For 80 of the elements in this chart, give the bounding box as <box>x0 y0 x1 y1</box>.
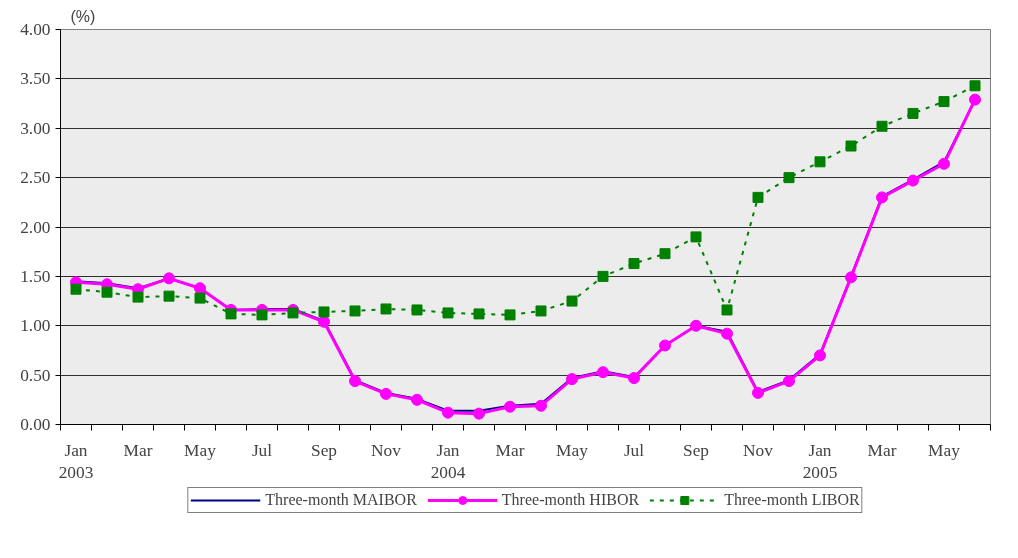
x-tick-label: May <box>556 440 589 460</box>
y-tick-label: 3.50 <box>20 69 51 89</box>
point <box>504 400 516 413</box>
point <box>473 407 485 420</box>
point <box>907 107 919 119</box>
point <box>845 140 857 152</box>
point <box>163 290 175 302</box>
x-tick-label: Jul <box>623 440 645 460</box>
x-tick-label: Nov <box>371 440 402 460</box>
legend-label: Three-month MAIBOR <box>265 491 417 509</box>
point <box>442 307 454 319</box>
x-tick-label: Jan 2005 <box>802 440 838 483</box>
point <box>349 375 361 388</box>
x-tick-label: Mar <box>123 440 153 460</box>
point <box>442 406 454 419</box>
y-tick-label: 2.00 <box>20 217 51 237</box>
y-tick-label: 4.00 <box>20 20 51 39</box>
point <box>318 306 330 318</box>
point <box>690 231 702 243</box>
point <box>690 319 702 332</box>
y-tick-label: 3.00 <box>20 118 51 138</box>
point <box>969 80 981 92</box>
point <box>876 191 888 204</box>
legend-label: Three-month HIBOR <box>501 491 640 509</box>
point <box>566 373 578 386</box>
point <box>814 156 826 168</box>
x-tick-label: Sep <box>311 440 337 460</box>
point <box>473 308 485 320</box>
point <box>659 248 671 260</box>
x-tick-label: Jan 2004 <box>430 440 466 483</box>
point <box>380 303 392 315</box>
point <box>256 309 268 321</box>
x-tick-label: May <box>928 440 961 460</box>
point <box>535 305 547 317</box>
point <box>659 339 671 352</box>
x-tick-label: Jul <box>251 440 273 460</box>
y-tick-label: 0.50 <box>20 365 51 385</box>
x-tick-label: Mar <box>867 440 897 460</box>
point <box>535 399 547 412</box>
y-axis-title: (%) <box>70 7 96 25</box>
point <box>597 366 609 379</box>
point <box>349 305 361 317</box>
x-tick-label: Mar <box>495 440 525 460</box>
point <box>814 349 826 362</box>
point <box>411 304 423 316</box>
y-tick-label: 1.00 <box>20 316 51 336</box>
point <box>721 304 733 316</box>
point <box>628 258 640 270</box>
point <box>597 270 609 282</box>
point <box>70 283 82 295</box>
point <box>225 308 237 320</box>
point <box>783 172 795 184</box>
point <box>938 157 950 170</box>
point <box>411 393 423 406</box>
point <box>504 309 516 321</box>
point <box>938 96 950 108</box>
point <box>969 93 981 106</box>
point <box>380 387 392 400</box>
point <box>752 386 764 399</box>
point <box>163 272 175 285</box>
y-tick-label: 1.50 <box>20 266 51 286</box>
point <box>845 271 857 284</box>
legend-label: Three-month LIBOR <box>724 491 860 509</box>
x-tick-label: May <box>184 440 217 460</box>
point <box>783 375 795 388</box>
point <box>628 372 640 385</box>
point <box>907 174 919 187</box>
point <box>752 191 764 203</box>
x-tick-label: Jan 2003 <box>58 440 94 483</box>
point <box>566 295 578 307</box>
point <box>194 292 206 304</box>
point <box>101 286 113 298</box>
point <box>132 291 144 303</box>
x-tick-label: Nov <box>743 440 774 460</box>
y-tick-label: 2.50 <box>20 168 51 188</box>
point <box>721 327 733 340</box>
point <box>287 307 299 319</box>
x-tick-label: Sep <box>683 440 709 460</box>
point <box>876 120 888 132</box>
y-tick-label: 0.00 <box>20 415 51 434</box>
